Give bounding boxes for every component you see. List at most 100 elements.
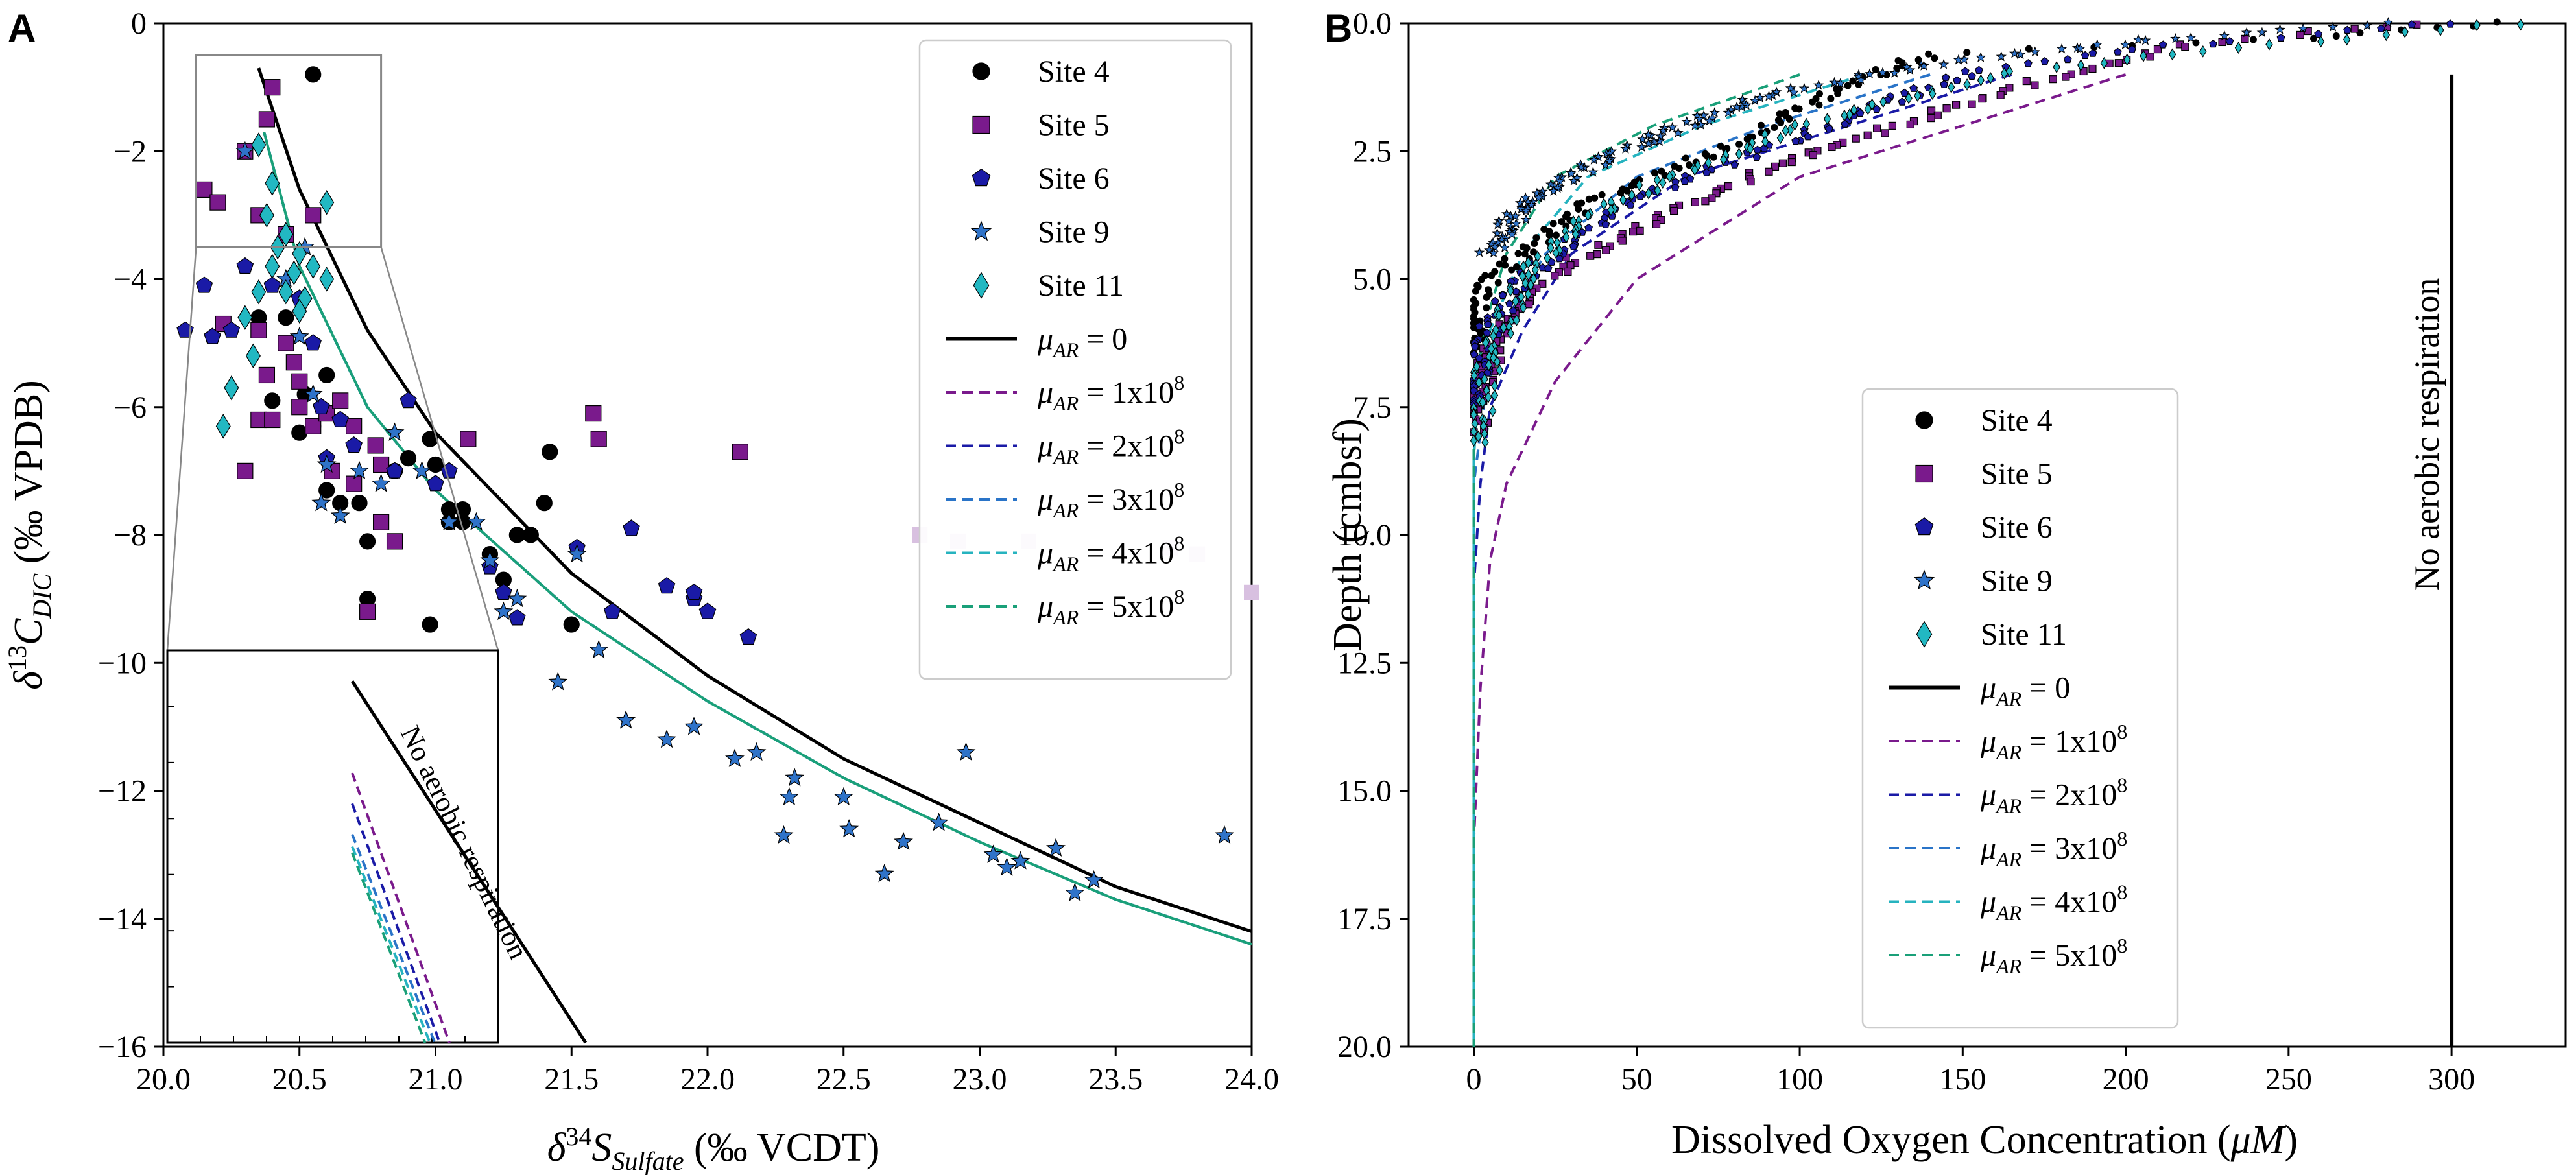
panel-b-point (1470, 350, 1479, 359)
panel-b-point (1778, 159, 1787, 167)
panel-a-point (657, 729, 676, 748)
panel-b-point (2114, 59, 2123, 67)
panel-b-point (1747, 143, 1754, 155)
panel-a-point (319, 189, 335, 215)
panel-a-point (245, 343, 261, 369)
panel-b-point (2170, 33, 2181, 43)
panel-b-legend-label: Site 9 (1981, 564, 2053, 599)
panel-b-point (1584, 223, 1593, 232)
panel-a-point (332, 392, 349, 409)
panel-b-point (2297, 23, 2309, 34)
panel-a-legend-label: μAR = 4x108 (1037, 532, 1184, 576)
panel-a-point (237, 305, 253, 330)
panel-a-y-tick-label: −2 (113, 134, 147, 169)
panel-b-point (1475, 353, 1484, 362)
panel-b-point (1507, 284, 1514, 297)
panel-b-point (1691, 163, 1699, 176)
panel-b-point (1485, 359, 1493, 372)
panel-b-point (2256, 27, 2268, 38)
panel-b-point (1786, 124, 1795, 136)
panel-a-point (359, 603, 376, 620)
panel-b-point (1514, 197, 1526, 208)
panel-b-legend-label: μAR = 4x108 (1980, 881, 2127, 925)
panel-b-point (1490, 351, 1497, 364)
panel-a-point (400, 450, 417, 467)
panel-b-point (2029, 46, 2041, 57)
panel-a-point (623, 519, 640, 536)
inset-curve-mu0 (350, 680, 588, 1044)
panel-b-point (2382, 29, 2390, 42)
panel-b-legend-marker-star (1913, 569, 1935, 590)
panel-b-point (1704, 115, 1715, 126)
panel-b-point (1548, 185, 1559, 196)
panel-b-point (1782, 124, 1789, 137)
panel-b-point (1498, 291, 1507, 300)
panel-b-point (1645, 187, 1652, 200)
panel-a-point (1215, 825, 1234, 844)
panel-b-x-tick-label: 300 (2428, 1062, 2475, 1097)
panel-b-point (1682, 154, 1689, 162)
panel-b-point (1927, 114, 1935, 123)
panel-b-point (1823, 113, 1831, 125)
panel-b-point (1600, 159, 1611, 170)
panel-b-point (1492, 228, 1503, 239)
panel-b-legend: Site 4 Site 5 Site 6 Site 9 Site 11 μAR = 0 μA… (1861, 388, 2179, 1029)
panel-b-point (1651, 169, 1658, 177)
panel-b-x-axis-label: Dissolved Oxygen Concentration (μM) (1671, 1118, 2298, 1162)
panel-b-x-tick-label: 50 (1621, 1062, 1652, 1097)
panel-b-point (2437, 24, 2444, 36)
panel-a-point (371, 473, 391, 492)
panel-b-y-tick-label: 10.0 (1337, 518, 1392, 552)
panel-b-point (1827, 95, 1835, 102)
panel-b-point (2009, 47, 2020, 58)
panel-b-point (1815, 89, 1823, 97)
panel-b-point (1694, 113, 1705, 124)
panel-a-point (929, 813, 949, 831)
panel-b-legend-label: Site 11 (1981, 617, 2067, 652)
panel-b-point (1571, 228, 1580, 241)
panel-a-x-tick-label: 22.5 (817, 1062, 871, 1097)
panel-b-point (1558, 218, 1566, 226)
panel-a-x-axis-label: δ34SSulfate (‰ VCDT) (547, 1122, 880, 1175)
panel-b-point (1628, 182, 1636, 189)
panel-a-point (563, 616, 580, 633)
panel-a-x-tick-label: 21.5 (544, 1062, 599, 1097)
panel-b-point (1643, 137, 1654, 148)
panel-b-point (1654, 184, 1662, 197)
panel-b-point (1953, 54, 1964, 65)
panel-a-curve-mu0 (257, 67, 1252, 933)
panel-b-point (1617, 189, 1625, 196)
panel-a-point (286, 260, 302, 285)
panel-a-point (331, 410, 349, 427)
panel-a-point (209, 194, 226, 211)
panel-a-point (264, 411, 281, 429)
panel-b-ticks: 0 50 100 150 200 250 300 0.0 2.5 5.0 7.5 10.0 12.5 15… (1337, 6, 2475, 1097)
panel-b-point (1602, 246, 1610, 254)
zoom-connector-left (166, 247, 197, 651)
panel-b-point (1527, 279, 1534, 291)
panel-b-point (2158, 40, 2167, 49)
panel-b-legend-label: μAR = 2x108 (1980, 774, 2127, 818)
panel-b-point (2361, 19, 2373, 30)
panel-b-point (1575, 161, 1587, 172)
panel-a-point (725, 748, 745, 767)
panel-a-point (779, 787, 799, 806)
panel-b-point (1879, 95, 1887, 108)
panel-b-point (1749, 95, 1761, 106)
panel-b-point (2314, 29, 2323, 38)
panel-b-y-axis-label: Depth (cmbsf) (1326, 418, 1370, 652)
panel-a-y-tick-label: −4 (113, 263, 147, 297)
panel-b-annotation: No aerobic respiration (2407, 278, 2446, 591)
panel-b-point (1681, 116, 1693, 126)
panel-a-point (305, 207, 322, 224)
panel-b-point (1524, 288, 1532, 301)
panel-b-point (1551, 272, 1559, 280)
panel-b-point (1777, 119, 1785, 126)
panel-b-point (1809, 150, 1817, 160)
panel-a-x-tick-label: 23.5 (1088, 1062, 1143, 1097)
panel-b-point (2132, 34, 2144, 45)
panel-b-point (2123, 53, 2131, 66)
panel-b-point (1765, 167, 1773, 176)
panel-a-point (494, 601, 514, 621)
panel-b-point (1521, 277, 1529, 290)
